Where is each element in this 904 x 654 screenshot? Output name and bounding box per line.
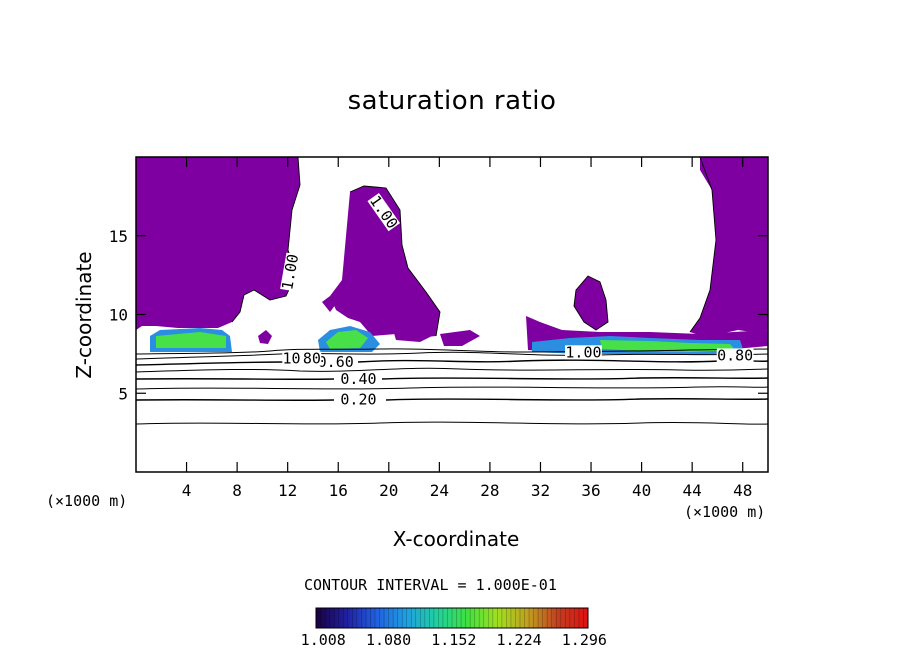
contour-label-bg [340,372,377,387]
x-axis-label: X-coordinate [392,527,520,551]
supersaturated-patch-3 [258,330,272,344]
supersaturated-region-center [330,186,440,338]
saturation-outline [573,275,609,331]
contour-label-bg [280,252,301,292]
supersaturated-patch-4 [322,296,336,312]
colorbar-tick-label: 1.224 [497,631,542,649]
saturation-outline [349,185,441,337]
colorbar-tick-label: 1.296 [562,631,607,649]
contour-line [136,398,768,401]
contour-line [136,348,768,355]
supersaturated-region-right [690,157,768,336]
contour-line [136,377,768,380]
supersaturated-patch-2 [213,244,224,260]
colorbar-tick-label: 1.080 [366,631,411,649]
x-tick-label: 20 [379,481,398,500]
contour-line [136,351,768,360]
x-unit-right: (×1000 m) [684,503,766,521]
colorbar [315,607,589,629]
colorbar-tick-label: 1.008 [301,631,346,649]
contour-label-bg [565,345,602,360]
contour-label: 0.40 [340,370,376,388]
x-unit-left: (×1000 m) [46,492,128,510]
colorbar-tick-label: 1.152 [431,631,476,649]
contour-label: 0.20 [340,391,376,409]
chart-title: saturation ratio [347,86,557,116]
contour-label-bg [282,351,301,366]
x-tick-label: 16 [329,481,348,500]
x-tick-label: 48 [733,481,752,500]
contour-interval-text: CONTOUR INTERVAL = 1.000E-01 [304,576,557,594]
x-tick-label: 24 [430,481,449,500]
supersaturated-patch-1 [574,276,608,330]
contour-label: 10 [282,350,300,368]
x-tick-label: 40 [632,481,651,500]
y-tick-label: 5 [118,384,128,403]
contour-label-bg [340,392,377,407]
contour-label-bg [716,348,754,363]
x-tick-label: 4 [182,481,192,500]
cloud-layer-right-inner [600,340,735,352]
cloud-core-center-inner [326,330,368,349]
contour-line [136,367,768,373]
contour-label: 1.00 [278,253,302,292]
y-tick-label: 15 [109,227,128,246]
supersaturated-region-left [136,157,300,330]
x-tick-label: 44 [683,481,702,500]
contour-line [136,386,768,390]
contour-label-bg [317,354,355,369]
x-tick-label: 36 [581,481,600,500]
contour-line [136,359,768,366]
y-tick-label: 10 [109,306,128,325]
cloud-core-left-inner [156,332,226,348]
x-tick-label: 12 [278,481,297,500]
saturation-outline [231,157,301,323]
contour-label-bg [367,193,401,232]
contour-line [136,421,768,425]
saturation-outline [689,157,717,333]
x-tick-label: 28 [480,481,499,500]
x-tick-label: 32 [531,481,550,500]
contour-label: 0.60 [318,353,354,371]
contour-label: 0.80 [717,346,753,364]
x-tick-label: 8 [232,481,242,500]
contour-label: 1.00 [565,343,601,361]
